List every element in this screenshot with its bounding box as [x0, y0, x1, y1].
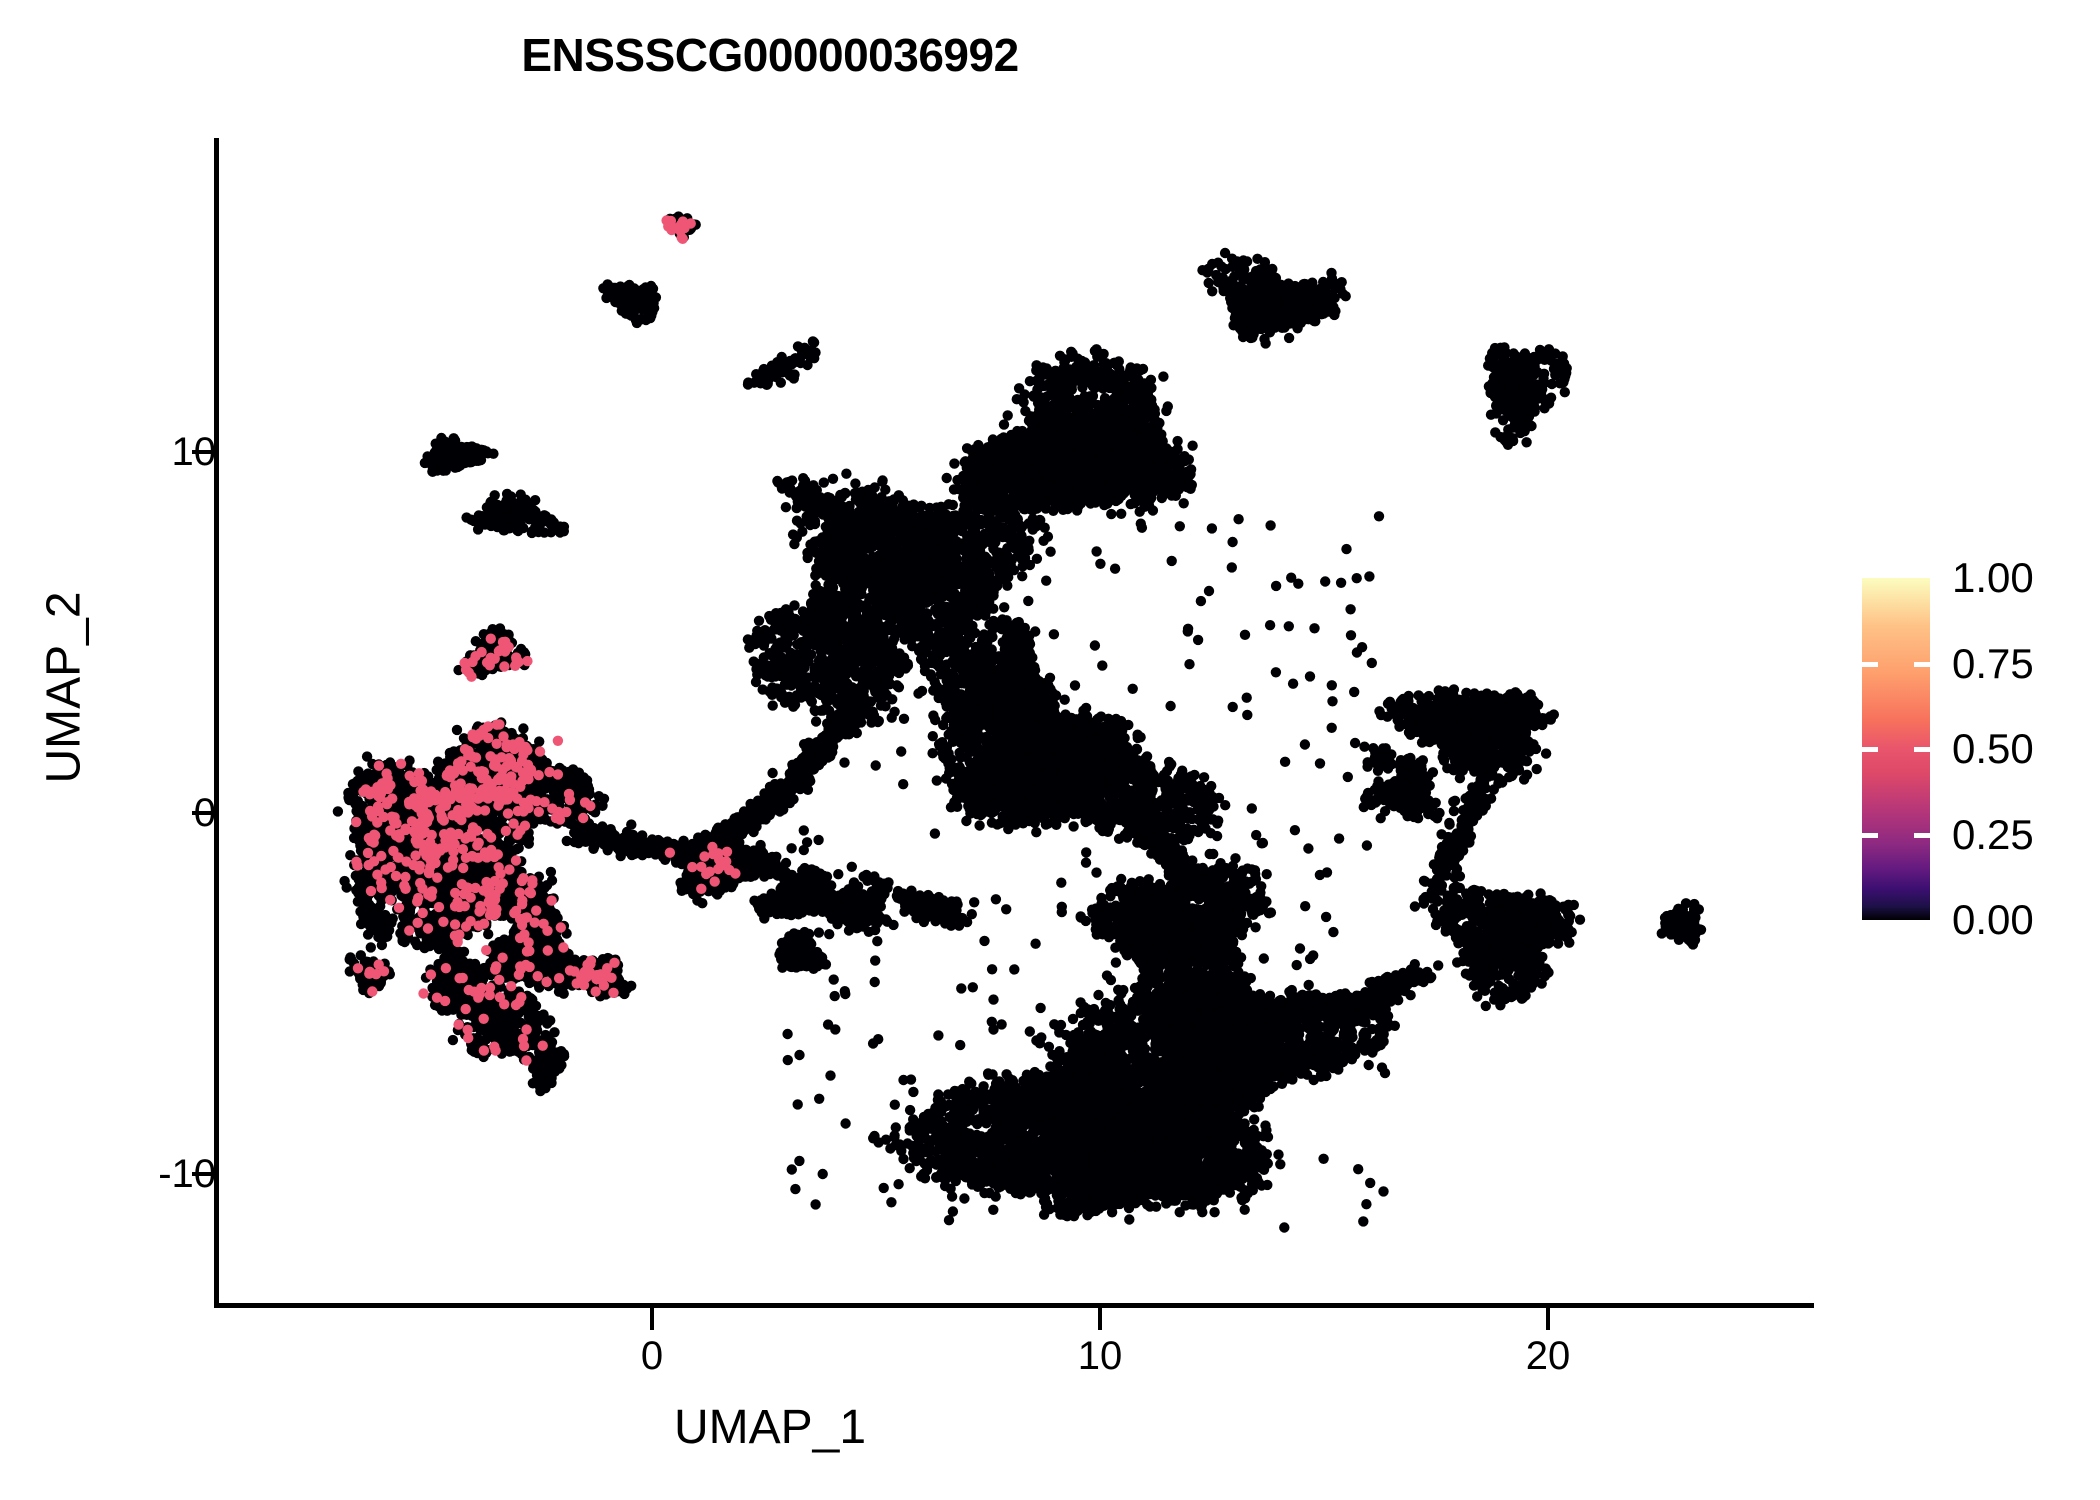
colorbar-legend: 1.00 0.75 0.50 0.25 0.00	[1862, 557, 2034, 941]
colorbar-tick-mark	[1862, 832, 1878, 838]
scatter-plot-area	[214, 138, 1814, 1303]
colorbar-tick-mark	[1914, 661, 1930, 667]
y-tick-mark	[192, 450, 214, 454]
x-tick-label: 20	[1448, 1336, 1648, 1376]
colorbar-tick-label: 0.75	[1952, 642, 2034, 685]
y-tick-mark	[192, 811, 214, 815]
x-axis-title: UMAP_1	[0, 1400, 1540, 1455]
x-tick-label: 10	[1000, 1336, 1200, 1376]
y-axis-line	[214, 138, 219, 1303]
x-axis-line	[214, 1303, 1814, 1308]
colorbar-tick-mark	[1862, 747, 1878, 752]
colorbar-tick-mark	[1914, 747, 1930, 752]
colorbar-tick-label: 1.00	[1952, 557, 2034, 599]
scatter-points-layer	[332, 211, 1707, 1233]
y-tick-label: 0	[194, 793, 216, 833]
low-expression-points	[332, 211, 1707, 1233]
colorbar-tick-mark	[1862, 661, 1878, 667]
x-tick-mark	[1098, 1308, 1102, 1330]
colorbar-tick-label: 0.00	[1952, 899, 2034, 941]
y-tick-mark	[192, 1172, 214, 1176]
page-title: ENSSSCG00000036992	[0, 28, 1540, 82]
x-tick-mark	[1546, 1308, 1550, 1330]
y-axis-title: UMAP_2	[37, 338, 92, 1038]
high-expression-points	[351, 215, 741, 1066]
x-tick-mark	[650, 1308, 654, 1330]
colorbar-tick-label: 0.50	[1952, 728, 2034, 770]
x-tick-label: 0	[552, 1336, 752, 1376]
y-tick-label: -10	[158, 1154, 216, 1194]
colorbar-tick-label: 0.25	[1952, 813, 2034, 856]
y-tick-label: 10	[172, 432, 217, 472]
colorbar-gradient	[1862, 578, 1930, 920]
colorbar-tick-mark	[1914, 832, 1930, 838]
